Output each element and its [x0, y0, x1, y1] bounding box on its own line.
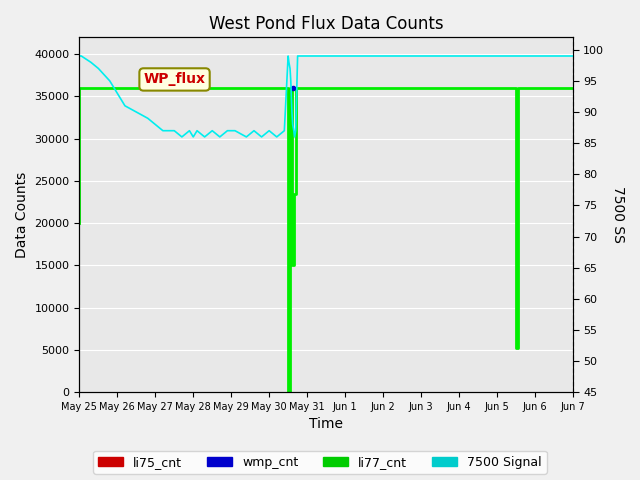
li77_cnt — [286, 85, 294, 91]
7500 Signal — [189, 134, 197, 140]
li77_cnt — [290, 263, 298, 268]
Title: West Pond Flux Data Counts: West Pond Flux Data Counts — [209, 15, 444, 33]
li77_cnt — [288, 85, 296, 91]
li77_cnt — [113, 85, 121, 91]
7500 Signal — [474, 53, 482, 59]
li77_cnt — [512, 85, 520, 91]
li77_cnt — [76, 220, 83, 226]
li77_cnt — [292, 191, 300, 196]
li77_cnt — [76, 85, 83, 91]
li77_cnt — [514, 345, 522, 351]
li77_cnt — [294, 85, 301, 91]
li77_cnt — [569, 85, 577, 91]
li77_cnt — [303, 85, 311, 91]
7500 Signal — [159, 128, 167, 133]
7500 Signal — [76, 53, 83, 59]
li77_cnt — [514, 85, 522, 91]
li77_cnt — [286, 389, 294, 395]
Text: WP_flux: WP_flux — [143, 72, 205, 86]
Y-axis label: Data Counts: Data Counts — [15, 172, 29, 258]
7500 Signal — [569, 53, 577, 59]
7500 Signal — [243, 134, 250, 140]
Line: li77_cnt: li77_cnt — [79, 88, 573, 392]
Legend: li75_cnt, wmp_cnt, li77_cnt, 7500 Signal: li75_cnt, wmp_cnt, li77_cnt, 7500 Signal — [93, 451, 547, 474]
li77_cnt — [294, 85, 301, 91]
li75_cnt — [290, 85, 298, 91]
li77_cnt — [288, 263, 296, 268]
Line: 7500 Signal: 7500 Signal — [79, 56, 573, 137]
li77_cnt — [113, 85, 121, 91]
li77_cnt — [303, 85, 311, 91]
li75_cnt — [288, 85, 296, 91]
X-axis label: Time: Time — [309, 418, 343, 432]
li77_cnt — [284, 389, 292, 395]
li77_cnt — [292, 85, 300, 91]
7500 Signal — [178, 134, 186, 140]
7500 Signal — [121, 103, 129, 108]
li77_cnt — [284, 85, 292, 91]
li77_cnt — [512, 345, 520, 351]
li77_cnt — [290, 191, 298, 196]
Y-axis label: 7500 SS: 7500 SS — [611, 186, 625, 243]
7500 Signal — [550, 53, 557, 59]
